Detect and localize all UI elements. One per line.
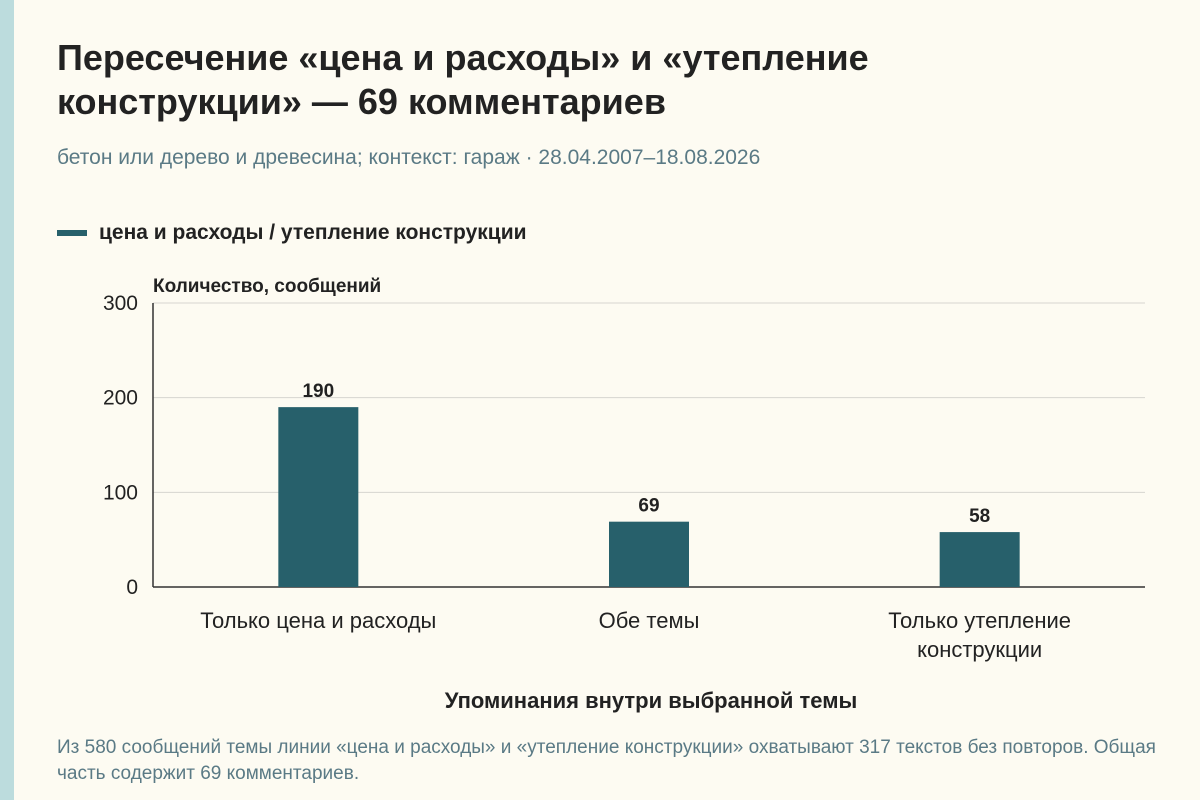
x-tick-label: Обе темы [599,608,700,633]
legend-swatch [57,230,87,236]
footnote: Из 580 сообщений темы линии «цена и расх… [57,737,1156,784]
chart-title: Пересечение «цена и расходы» и «утеплени… [57,37,869,122]
bars [278,407,1020,587]
x-axis-title: Упоминания внутри выбранной темы [445,688,858,713]
accent-strip [0,0,14,800]
x-tick-label: Только утепление [888,608,1071,633]
y-tick-label: 100 [103,481,138,504]
x-tick-label: Только цена и расходы [200,608,436,633]
legend-label: цена и расходы / утепление конструкции [99,221,527,244]
y-tick-label: 0 [126,576,138,599]
x-tick-label: конструкции [917,637,1042,662]
bar [939,532,1020,587]
labels: 0 100 200 300 Количество, сообщений 190 Только… [103,276,1071,713]
y-axis-title: Количество, сообщений [153,276,381,297]
legend: цена и расходы / утепление конструкции [57,218,527,248]
chart-subtitle: бетон или дерево и древесина; контекст: … [57,146,761,169]
y-tick-label: 200 [103,387,138,410]
data-label: 69 [638,496,659,517]
data-label: 58 [969,506,990,527]
y-tick-label: 300 [103,292,138,315]
bar [278,407,359,587]
data-label: 190 [302,381,334,402]
bar [609,521,689,587]
